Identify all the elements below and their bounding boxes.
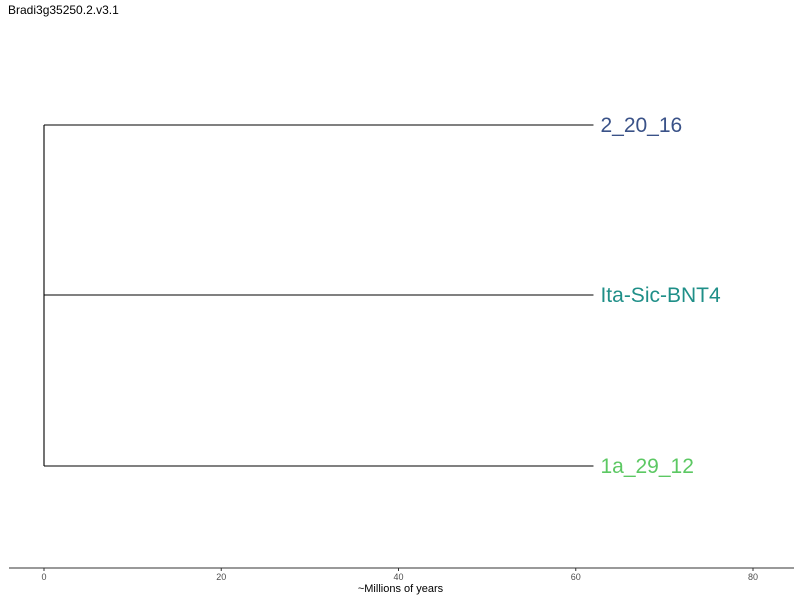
leaf-label-1: 2_20_16 [600, 114, 682, 137]
axis-label: ~Millions of years [358, 583, 444, 595]
axis-tick-label-60: 60 [571, 572, 581, 582]
time-axis: 0 20 40 60 80 ~Millions of years [9, 567, 794, 595]
axis-tick-label-80: 80 [748, 572, 758, 582]
axis-tick-label-40: 40 [393, 572, 403, 582]
leaf-label-2: Ita-Sic-BNT4 [600, 284, 721, 307]
tree-title: Bradi3g35250.2.v3.1 [8, 3, 119, 17]
tree-branches [43, 124, 594, 467]
axis-ticks: 0 20 40 60 80 [41, 568, 758, 582]
tree-leaf-labels: 2_20_16 Ita-Sic-BNT4 1a_29_12 [600, 114, 721, 478]
leaf-label-3: 1a_29_12 [600, 455, 693, 478]
axis-tick-label-0: 0 [41, 572, 46, 582]
axis-tick-label-20: 20 [216, 572, 226, 582]
